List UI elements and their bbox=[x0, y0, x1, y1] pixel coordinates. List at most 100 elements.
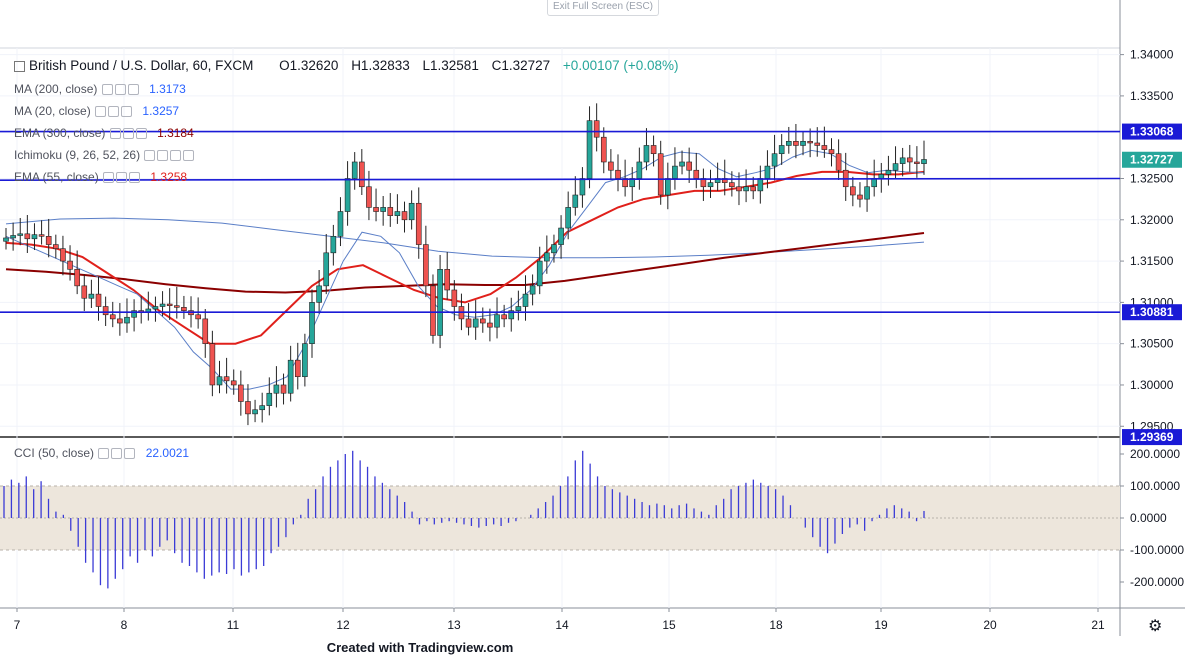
legend-ma200[interactable]: MA (200, close) 1.3173 bbox=[14, 82, 186, 96]
ema55-line bbox=[5, 170, 925, 345]
legend-ichimoku[interactable]: Ichimoku (9, 26, 52, 26) bbox=[14, 148, 195, 162]
candle-down bbox=[67, 260, 73, 270]
legend-label: EMA (55, close) bbox=[14, 170, 99, 184]
candle-up bbox=[287, 359, 294, 394]
candle-down bbox=[117, 318, 123, 324]
candle-down bbox=[401, 211, 408, 221]
candle-down bbox=[430, 285, 436, 336]
candle-up bbox=[643, 145, 650, 163]
settings-icon[interactable] bbox=[157, 150, 169, 162]
candle-down bbox=[223, 376, 230, 382]
high-value: H1.32833 bbox=[351, 58, 410, 73]
close-value: C1.32727 bbox=[491, 58, 551, 73]
horizontal-lines[interactable] bbox=[0, 130, 1121, 314]
candle-up bbox=[337, 211, 344, 237]
eye-icon[interactable] bbox=[95, 106, 107, 118]
eye-icon[interactable] bbox=[101, 84, 113, 96]
close-icon[interactable] bbox=[121, 106, 133, 118]
low-value: L1.32581 bbox=[422, 58, 479, 73]
eye-icon[interactable] bbox=[103, 172, 115, 184]
candle-up bbox=[921, 159, 927, 164]
candle-up bbox=[216, 376, 223, 386]
candle-down bbox=[914, 161, 920, 164]
candle-up bbox=[544, 252, 550, 262]
candle-down bbox=[81, 285, 88, 299]
candle-up bbox=[572, 194, 579, 208]
close-icon[interactable] bbox=[127, 84, 139, 96]
legend-ema300[interactable]: EMA (300, close) 1.3184 bbox=[14, 126, 194, 140]
price-badge-label: 1.32727 bbox=[1130, 153, 1174, 167]
gear-icon[interactable]: ⚙ bbox=[1148, 618, 1163, 635]
candle-up bbox=[124, 316, 130, 324]
x-tick-label: 15 bbox=[662, 618, 676, 632]
candle-up bbox=[494, 314, 500, 328]
close-icon[interactable] bbox=[135, 128, 147, 140]
exit-fullscreen-button[interactable]: Exit Full Screen (ESC) bbox=[547, 0, 659, 16]
candle-down bbox=[195, 314, 201, 320]
candle-down bbox=[686, 161, 692, 171]
y-tick-label: 1.30000 bbox=[1130, 378, 1174, 392]
price-badge-label: 1.29369 bbox=[1130, 430, 1174, 444]
eye-icon[interactable] bbox=[98, 448, 110, 460]
legend-ma20[interactable]: MA (20, close) 1.3257 bbox=[14, 104, 179, 118]
ma200-line bbox=[5, 217, 925, 259]
candle-up bbox=[771, 153, 778, 167]
x-tick-label: 7 bbox=[14, 618, 21, 632]
candle-down bbox=[693, 169, 700, 179]
legend-ema55[interactable]: EMA (55, close) 1.3258 bbox=[14, 170, 187, 184]
settings-icon[interactable] bbox=[108, 106, 120, 118]
candle-down bbox=[181, 307, 187, 311]
candle-up bbox=[636, 161, 643, 179]
candle-down bbox=[657, 153, 664, 196]
y-tick-label: 1.31500 bbox=[1130, 254, 1174, 268]
y-tick-label: 1.32500 bbox=[1130, 171, 1174, 185]
candle-down bbox=[857, 194, 863, 200]
candle-down bbox=[793, 141, 799, 146]
source-icon[interactable] bbox=[170, 150, 182, 162]
candle-up bbox=[408, 202, 415, 221]
candle-up bbox=[764, 165, 771, 179]
trend-line bbox=[0, 177, 1121, 181]
candles bbox=[3, 103, 927, 426]
candle-down bbox=[45, 236, 52, 245]
candle-up bbox=[536, 260, 543, 287]
candle-up bbox=[508, 310, 515, 320]
candle-up bbox=[586, 120, 593, 179]
price-badge-label: 1.33068 bbox=[1130, 125, 1174, 139]
candle-down bbox=[650, 145, 657, 155]
candle-down bbox=[608, 161, 614, 171]
close-icon[interactable] bbox=[129, 172, 141, 184]
legend-value: 1.3257 bbox=[142, 104, 180, 118]
legend-cci[interactable]: CCI (50, close) 22.0021 bbox=[14, 446, 189, 460]
legend-label: Ichimoku (9, 26, 52, 26) bbox=[14, 148, 141, 162]
candle-up bbox=[899, 157, 906, 164]
candle-down bbox=[166, 303, 173, 306]
candle-up bbox=[273, 384, 280, 394]
candle-down bbox=[814, 142, 821, 146]
candle-up bbox=[3, 237, 9, 242]
settings-icon[interactable] bbox=[114, 84, 126, 96]
eye-icon[interactable] bbox=[144, 150, 156, 162]
candle-up bbox=[551, 244, 557, 254]
candle-down bbox=[600, 136, 607, 163]
price-badge bbox=[1122, 123, 1182, 140]
candle-up bbox=[380, 207, 386, 212]
ma20-line bbox=[5, 149, 925, 390]
candle-up bbox=[785, 141, 792, 146]
candle-up bbox=[131, 310, 137, 318]
close-icon[interactable] bbox=[124, 448, 136, 460]
cci-tick-label: 0.0000 bbox=[1130, 511, 1167, 525]
candle-down bbox=[444, 269, 451, 291]
x-tick-label: 13 bbox=[447, 618, 461, 632]
collapse-icon[interactable] bbox=[14, 60, 25, 72]
settings-icon[interactable] bbox=[116, 172, 128, 184]
candle-up bbox=[266, 392, 273, 406]
eye-icon[interactable] bbox=[109, 128, 121, 140]
candle-down bbox=[736, 186, 742, 192]
candle-up bbox=[885, 169, 892, 175]
settings-icon[interactable] bbox=[111, 448, 123, 460]
candle-down bbox=[807, 141, 813, 144]
settings-icon[interactable] bbox=[122, 128, 134, 140]
close-icon[interactable] bbox=[183, 150, 195, 162]
